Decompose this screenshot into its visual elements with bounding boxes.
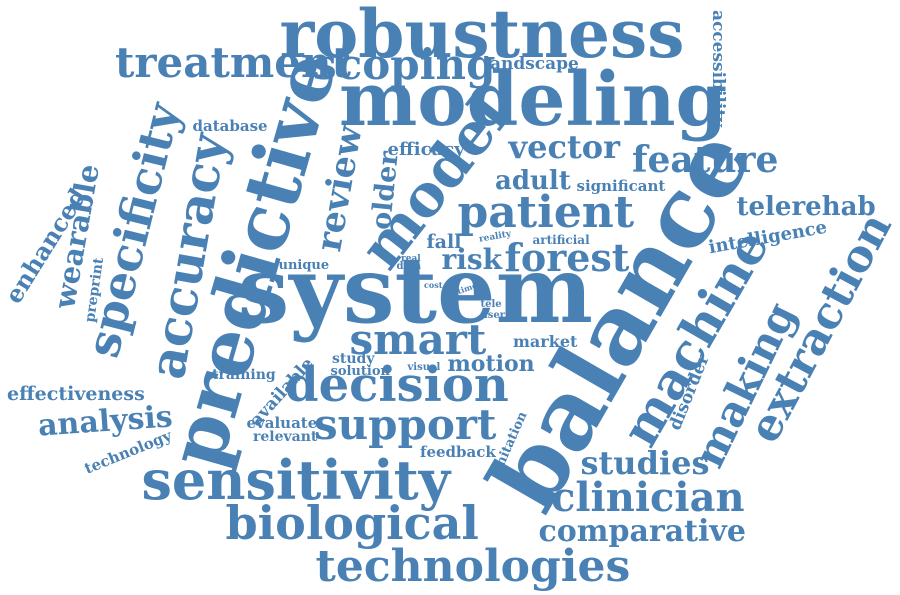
word-patient: patient — [457, 187, 635, 238]
word-risk: risk — [441, 243, 503, 276]
word-vector: vector — [508, 128, 620, 166]
word-accessibility: accessibility — [707, 9, 728, 127]
word-older: older — [365, 149, 405, 231]
word-efficacy: efficacy — [387, 139, 465, 160]
word-telerehab: telerehab — [736, 192, 876, 222]
word-real: real — [401, 253, 421, 264]
word-market: market — [513, 332, 578, 351]
word-relevant: relevant — [253, 429, 318, 445]
word-studies: studies — [580, 444, 710, 482]
word-support: support — [314, 400, 497, 449]
word-aim: aim — [443, 285, 457, 305]
word-system: system — [237, 236, 593, 344]
word-artificial: artificial — [532, 233, 590, 247]
word-visual: visual — [407, 362, 441, 373]
word-fall: fall — [426, 230, 462, 253]
word-effectiveness: effectiveness — [7, 382, 145, 405]
word-smart: smart — [349, 315, 487, 364]
word-feature: feature — [632, 139, 779, 181]
word-user: user — [480, 310, 506, 321]
word-training: training — [212, 367, 276, 383]
word-forest: forest — [504, 235, 630, 280]
word-cost: cost — [424, 280, 443, 290]
word-biological: biological — [225, 496, 479, 550]
word-database: database — [192, 116, 268, 135]
word-landscape: landscape — [483, 53, 579, 74]
word-robustness: robustness — [279, 0, 685, 73]
word-unique: unique — [278, 257, 330, 273]
word-solution: solution — [330, 363, 390, 379]
word-data: data — [396, 261, 422, 272]
word-technologies: technologies — [315, 541, 631, 592]
word-scoping: scoping — [313, 40, 496, 89]
word-tele: tele — [480, 299, 502, 310]
word-modeling: modeling — [339, 57, 728, 143]
word-comparative: comparative — [538, 514, 746, 549]
word-evaluate: evaluate — [246, 413, 318, 432]
word-motion: motion — [447, 351, 535, 377]
word-sensitivity: sensitivity — [141, 448, 451, 512]
word-clinician: clinician — [551, 474, 745, 521]
word-decision: decision — [285, 357, 509, 413]
word-study: study — [332, 351, 375, 367]
word-treatment: treatment — [115, 38, 351, 87]
word-significant: significant — [576, 176, 666, 195]
word-adult: adult — [495, 166, 571, 196]
word-feedback: feedback — [420, 442, 496, 461]
